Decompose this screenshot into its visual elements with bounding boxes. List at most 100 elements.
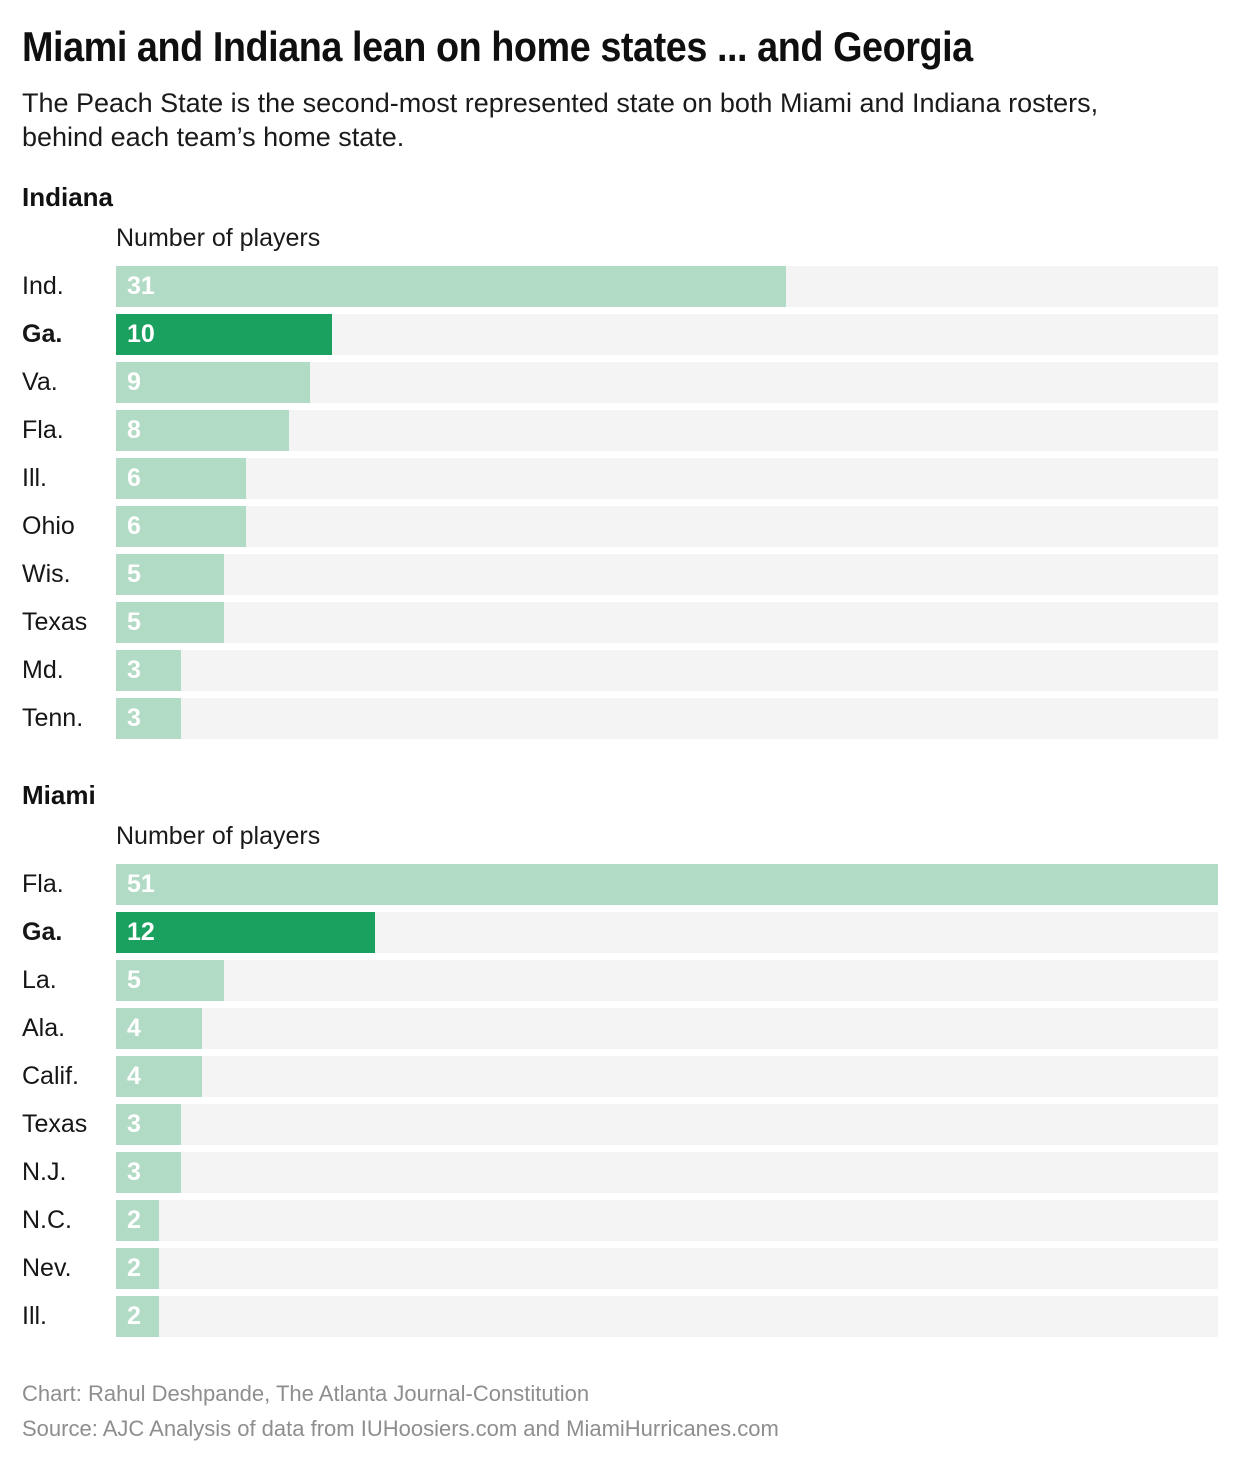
category-label: Calif. bbox=[22, 1062, 79, 1090]
bar-track: 3 bbox=[116, 1104, 1218, 1145]
chart-row: Nev. 2 bbox=[22, 1248, 1218, 1289]
bar: 31 bbox=[116, 266, 786, 307]
bar-track: 4 bbox=[116, 1008, 1218, 1049]
chart-row: N.J. 3 bbox=[22, 1152, 1218, 1193]
miami-chart: Miami Number of players Fla. 51 Ga. 12 La. 5 A… bbox=[22, 782, 1218, 1337]
chart-row: La. 5 bbox=[22, 960, 1218, 1001]
bar-track: 8 bbox=[116, 410, 1218, 451]
bar-track: 6 bbox=[116, 458, 1218, 499]
bar-track: 10 bbox=[116, 314, 1218, 355]
category-label: Fla. bbox=[22, 416, 64, 444]
bar: 6 bbox=[116, 506, 246, 547]
bar: 3 bbox=[116, 650, 181, 691]
bar-rows-indiana: Ind. 31 Ga. 10 Va. 9 Fla. 8 Ill. 6 Ohio 6 Wis. 5 Texas… bbox=[22, 266, 1218, 739]
bar-value-label: 9 bbox=[127, 368, 141, 396]
category-label: Ala. bbox=[22, 1014, 66, 1042]
bar: 12 bbox=[116, 912, 376, 953]
bar-value-label: 6 bbox=[127, 512, 141, 540]
bar: 6 bbox=[116, 458, 246, 499]
bar: 5 bbox=[116, 960, 225, 1001]
page-subtitle: The Peach State is the second-most repre… bbox=[22, 88, 1099, 152]
category-label: N.C. bbox=[22, 1206, 72, 1234]
chart-source: Source: AJC Analysis of data from IUHoos… bbox=[22, 1416, 779, 1441]
bar: 9 bbox=[116, 362, 311, 403]
bar-track: 2 bbox=[116, 1200, 1218, 1241]
category-label: N.J. bbox=[22, 1158, 67, 1186]
bar-track: 31 bbox=[116, 266, 1218, 307]
chart-row: Ga. 12 bbox=[22, 912, 1218, 953]
bar-value-label: 3 bbox=[127, 1110, 141, 1138]
chart-row: Ohio 6 bbox=[22, 506, 1218, 547]
bar: 2 bbox=[116, 1200, 160, 1241]
bar: 2 bbox=[116, 1248, 160, 1289]
bar: 3 bbox=[116, 698, 181, 739]
bar-value-label: 3 bbox=[127, 704, 141, 732]
category-label: Tenn. bbox=[22, 704, 84, 732]
chart-row: Texas 3 bbox=[22, 1104, 1218, 1145]
indiana-chart: Indiana Number of players Ind. 31 Ga. 10 Va.… bbox=[22, 184, 1218, 739]
chart-row: Md. 3 bbox=[22, 650, 1218, 691]
chart-row: Texas 5 bbox=[22, 602, 1218, 643]
chart-row: Ga. 10 bbox=[22, 314, 1218, 355]
bar: 5 bbox=[116, 602, 225, 643]
bar-track: 5 bbox=[116, 602, 1218, 643]
bar-value-label: 5 bbox=[127, 608, 141, 636]
section-title-miami: Miami bbox=[22, 780, 96, 810]
bar-track: 9 bbox=[116, 362, 1218, 403]
page-title: Miami and Indiana lean on home states ..… bbox=[22, 23, 973, 70]
category-label: Md. bbox=[22, 656, 64, 684]
section-title-indiana: Indiana bbox=[22, 182, 114, 212]
x-axis-label-miami: Number of players bbox=[116, 822, 321, 850]
bar-value-label: 5 bbox=[127, 560, 141, 588]
bar-value-label: 10 bbox=[127, 320, 155, 348]
chart-row: Ala. 4 bbox=[22, 1008, 1218, 1049]
category-label: Ill. bbox=[22, 464, 47, 492]
bar: 4 bbox=[116, 1056, 203, 1097]
chart-row: Calif. 4 bbox=[22, 1056, 1218, 1097]
chart-row: Ind. 31 bbox=[22, 266, 1218, 307]
bar-track: 5 bbox=[116, 960, 1218, 1001]
bar: 10 bbox=[116, 314, 333, 355]
chart-row: Fla. 8 bbox=[22, 410, 1218, 451]
bar-value-label: 2 bbox=[127, 1254, 141, 1282]
bar: 3 bbox=[116, 1104, 181, 1145]
bar-rows-miami: Fla. 51 Ga. 12 La. 5 Ala. 4 Calif. 4 Texas 3 N.J. 3 N.… bbox=[22, 864, 1218, 1337]
bar-track: 2 bbox=[116, 1296, 1218, 1337]
bar: 51 bbox=[116, 864, 1218, 905]
chart-row: Va. 9 bbox=[22, 362, 1218, 403]
category-label: Texas bbox=[22, 608, 88, 636]
category-label: Ohio bbox=[22, 512, 75, 540]
bar-value-label: 8 bbox=[127, 416, 141, 444]
category-label: Va. bbox=[22, 368, 58, 396]
chart-footer: Chart: Rahul Deshpande, The Atlanta Jour… bbox=[22, 1380, 1218, 1443]
chart-row: Wis. 5 bbox=[22, 554, 1218, 595]
bar-track: 6 bbox=[116, 506, 1218, 547]
chart-row: Ill. 6 bbox=[22, 458, 1218, 499]
bar-track: 4 bbox=[116, 1056, 1218, 1097]
bar-track: 3 bbox=[116, 650, 1218, 691]
bar-value-label: 2 bbox=[127, 1302, 141, 1330]
bar-value-label: 3 bbox=[127, 656, 141, 684]
category-label: Ga. bbox=[22, 320, 63, 348]
chart-row: Tenn. 3 bbox=[22, 698, 1218, 739]
bar-value-label: 6 bbox=[127, 464, 141, 492]
bar: 2 bbox=[116, 1296, 160, 1337]
category-label: Ill. bbox=[22, 1302, 47, 1330]
chart-row: Ill. 2 bbox=[22, 1296, 1218, 1337]
bar-track: 3 bbox=[116, 698, 1218, 739]
chart-row: Fla. 51 bbox=[22, 864, 1218, 905]
chart-credit: Chart: Rahul Deshpande, The Atlanta Jour… bbox=[22, 1381, 590, 1406]
bar-value-label: 2 bbox=[127, 1206, 141, 1234]
x-axis-label-indiana: Number of players bbox=[116, 224, 321, 252]
bar-track: 3 bbox=[116, 1152, 1218, 1193]
bar-track: 5 bbox=[116, 554, 1218, 595]
bar-value-label: 51 bbox=[127, 870, 155, 898]
bar: 5 bbox=[116, 554, 225, 595]
bar-value-label: 3 bbox=[127, 1158, 141, 1186]
bar-value-label: 4 bbox=[127, 1014, 141, 1042]
category-label: Fla. bbox=[22, 870, 64, 898]
bar: 3 bbox=[116, 1152, 181, 1193]
category-label: La. bbox=[22, 966, 57, 994]
category-label: Texas bbox=[22, 1110, 88, 1138]
